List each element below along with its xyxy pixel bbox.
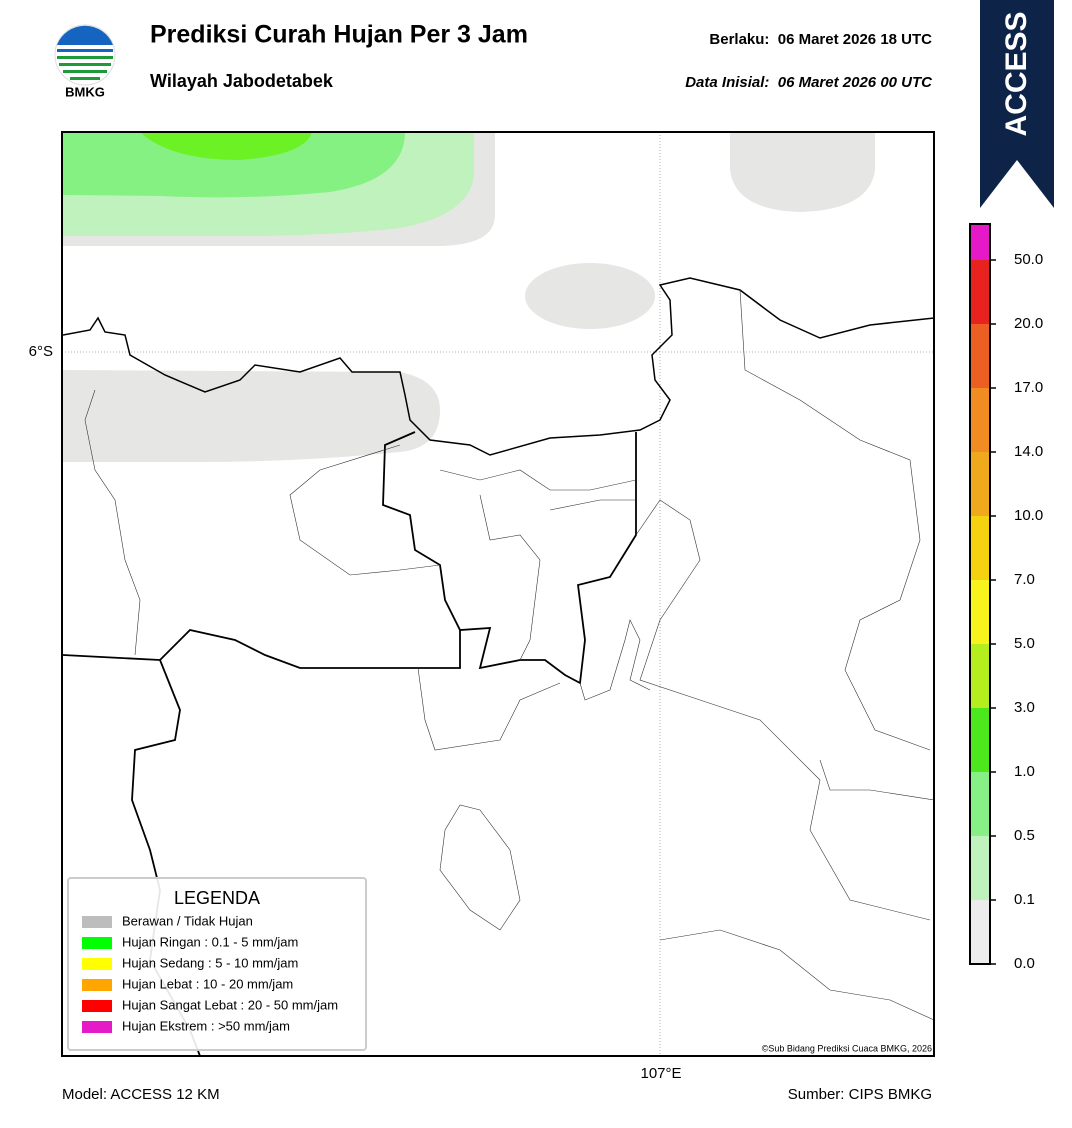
banner-text: ACCESS [1000, 11, 1033, 136]
title: Prediksi Curah Hujan Per 3 Jam [150, 21, 528, 49]
colorbar-label: 7.0 [1014, 571, 1035, 588]
colorbar-segment [970, 708, 990, 772]
legend-label: Hujan Sedang : 5 - 10 mm/jam [122, 955, 298, 970]
colorbar-label: 0.5 [1014, 827, 1035, 844]
legend-label: Hujan Sangat Lebat : 20 - 50 mm/jam [122, 997, 338, 1012]
colorbar-label: 1.0 [1014, 763, 1035, 780]
colorbar-label: 0.0 [1014, 955, 1035, 972]
lat-label: 6°S [29, 343, 53, 360]
colorbar-label: 17.0 [1014, 379, 1043, 396]
legend-swatch [82, 979, 112, 991]
colorbar-segment [970, 644, 990, 708]
credit: ©Sub Bidang Prediksi Cuaca BMKG, 2026 [762, 1043, 932, 1053]
map [63, 133, 933, 1055]
colorbar-segment [970, 580, 990, 644]
initial-time: Data Inisial: 06 Maret 2026 00 UTC [685, 74, 933, 91]
legend-label: Hujan Ekstrem : >50 mm/jam [122, 1018, 290, 1033]
colorbar-segment [970, 516, 990, 580]
colorbar-label: 14.0 [1014, 443, 1043, 460]
legend-title: LEGENDA [174, 888, 260, 908]
colorbar-segment [970, 772, 990, 836]
legend-swatch [82, 916, 112, 928]
subtitle: Wilayah Jabodetabek [150, 71, 334, 91]
legend-swatch [82, 958, 112, 970]
legend-swatch [82, 1021, 112, 1033]
legend-label: Berawan / Tidak Hujan [122, 913, 253, 928]
banner [980, 0, 1054, 208]
colorbar-segment [970, 260, 990, 324]
colorbar-label: 5.0 [1014, 635, 1035, 652]
footer-model: Model: ACCESS 12 KM [62, 1086, 220, 1103]
colorbar-label: 3.0 [1014, 699, 1035, 716]
legend-label: Hujan Lebat : 10 - 20 mm/jam [122, 976, 293, 991]
colorbar-segment [970, 836, 990, 900]
legend-box [67, 877, 367, 1051]
legend-swatch [82, 937, 112, 949]
colorbar-segment [970, 900, 990, 964]
colorbar-frame [969, 223, 991, 965]
colorbar: 50.0 20.0 17.0 14.0 10.0 7.0 5.0 3.0 1.0 0.5 0.1 0.… [969, 223, 1043, 972]
colorbar-label: 10.0 [1014, 507, 1043, 524]
legend-label: Hujan Ringan : 0.1 - 5 mm/jam [122, 934, 298, 949]
colorbar-label: 50.0 [1014, 251, 1043, 268]
logo [54, 24, 116, 86]
colorbar-segment [970, 324, 990, 388]
lon-label: 107°E [640, 1065, 681, 1082]
colorbar-segment [970, 224, 990, 260]
colorbar-segment [970, 388, 990, 452]
colorbar-segment [970, 452, 990, 516]
map-frame [61, 131, 935, 1057]
valid-time: Berlaku: 06 Maret 2026 18 UTC [709, 31, 932, 48]
colorbar-label: 20.0 [1014, 315, 1043, 332]
legend-items: Berawan / Tidak Hujan Hujan Ringan : 0.1 … [82, 913, 338, 1033]
legend-swatch [82, 1000, 112, 1012]
logo-text: BMKG [65, 84, 105, 99]
footer-source: Sumber: CIPS BMKG [788, 1086, 932, 1103]
colorbar-label: 0.1 [1014, 891, 1035, 908]
